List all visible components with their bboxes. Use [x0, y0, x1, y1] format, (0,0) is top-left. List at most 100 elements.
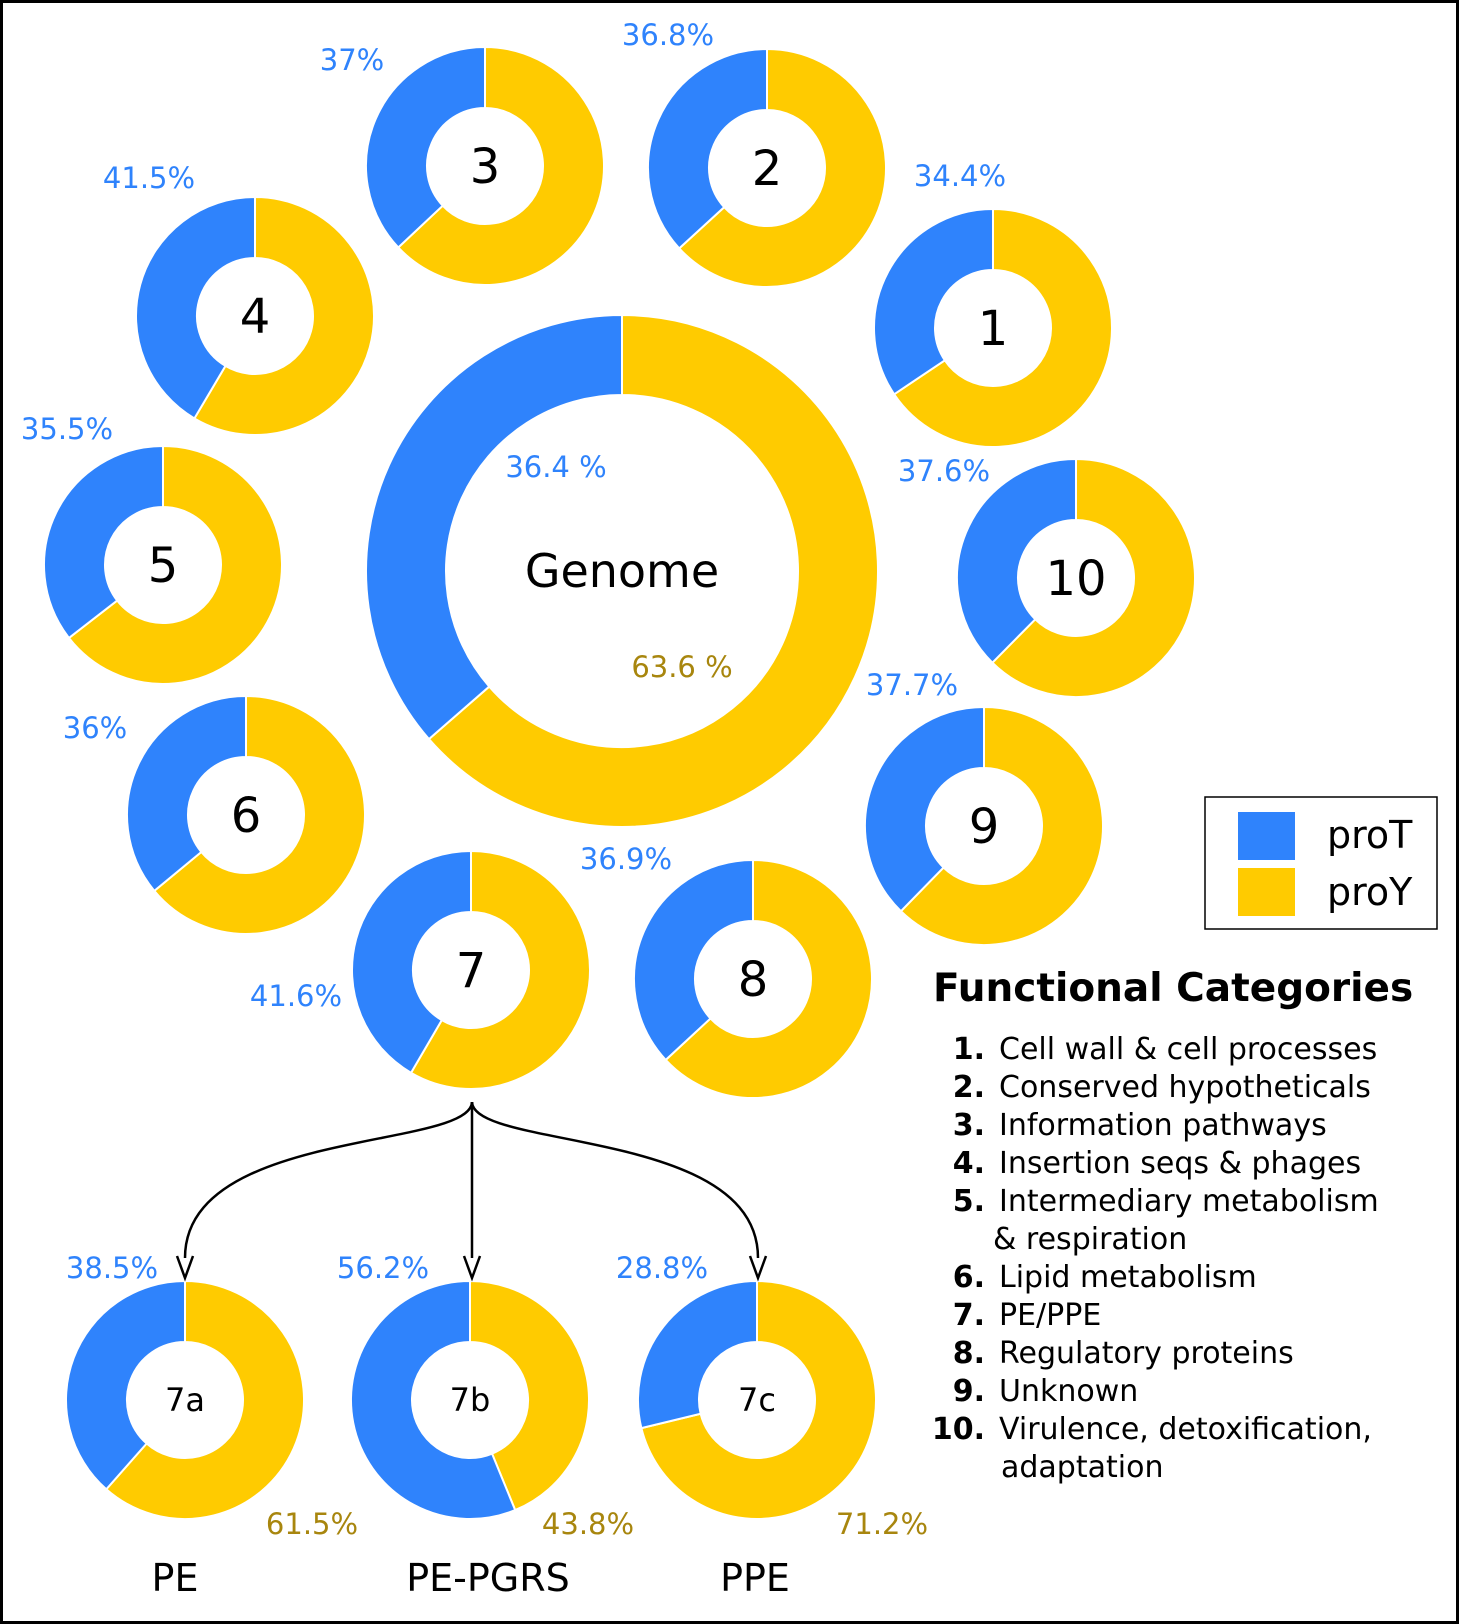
donut-5: 5 35.5%	[21, 412, 283, 685]
category-number-9: 9.	[953, 1374, 985, 1409]
slice-proT-7a	[65, 1279, 186, 1491]
slice-proT-6	[126, 694, 247, 893]
category-label-3: Information pathways	[999, 1108, 1327, 1143]
category-label-6: Lipid metabolism	[999, 1260, 1257, 1295]
slice-proT-1	[873, 207, 994, 396]
category-label-7: PE/PPE	[999, 1298, 1101, 1333]
donut-7c: 7c 28.8% 71.2% PPE	[616, 1251, 928, 1600]
label-proT-genome: 36.4 %	[505, 450, 606, 484]
donut-7a: 7a 38.5% 61.5% PE	[65, 1251, 358, 1600]
donut-2: 2 36.8%	[622, 18, 887, 288]
label-proT-6: 36%	[63, 711, 127, 745]
slice-proY-7b	[469, 1279, 590, 1512]
donut-genome: Genome 36.4 % 63.6 %	[365, 313, 879, 828]
center-label-1: 1	[978, 301, 1009, 357]
slice-proY-9	[899, 705, 1104, 946]
label-proT-7a: 38.5%	[66, 1251, 158, 1285]
slice-proT-2	[647, 47, 768, 250]
category-number-7: 7.	[953, 1298, 985, 1333]
donut-7b: 7b 56.2% 43.8% PE-PGRS	[337, 1251, 634, 1600]
center-label-7b: 7b	[450, 1381, 491, 1419]
category-label-2: Conserved hypotheticals	[999, 1070, 1371, 1105]
category-number-10: 10.	[932, 1412, 985, 1447]
slice-proY-8	[664, 858, 873, 1099]
slice-proY-6	[152, 694, 366, 935]
label-proT-1: 34.4%	[914, 159, 1006, 193]
label-proT-7b: 56.2%	[337, 1251, 429, 1285]
legend-swatch-proT	[1238, 812, 1295, 860]
donut-3: 3 37%	[320, 43, 605, 286]
label-proT-7c: 28.8%	[616, 1251, 708, 1285]
center-label-10: 10	[1045, 551, 1106, 607]
arrowhead-7a	[175, 1255, 195, 1282]
slice-proY-10	[990, 457, 1196, 698]
arrowhead-7b	[462, 1255, 482, 1282]
slice-proY-5	[67, 444, 283, 685]
subcategory-name-7c: PPE	[720, 1556, 790, 1600]
category-label-8: Regulatory proteins	[999, 1336, 1294, 1371]
label-proY-7b: 43.8%	[542, 1507, 634, 1541]
arrow-to-7c	[470, 1101, 760, 1259]
center-label-9: 9	[969, 799, 1000, 855]
arrow-to-7a	[183, 1101, 474, 1259]
slice-proY-1	[892, 207, 1113, 448]
label-proT-3: 37%	[320, 43, 384, 77]
center-label-7c: 7c	[738, 1381, 776, 1419]
legend-label-proY: proY	[1327, 870, 1413, 914]
center-label-4: 4	[240, 289, 271, 345]
label-proY-7c: 71.2%	[836, 1507, 928, 1541]
category-number-8: 8.	[953, 1336, 985, 1371]
slice-proT-7	[350, 849, 472, 1075]
label-proT-7: 41.6%	[250, 979, 342, 1013]
slice-proT-5	[43, 444, 164, 640]
category-label-9: Unknown	[999, 1374, 1138, 1409]
center-label-3: 3	[470, 139, 501, 195]
label-proT-10: 37.6%	[898, 454, 990, 488]
donut-4: 4 41.5%	[103, 161, 375, 436]
donut-8: 8 36.9%	[580, 842, 873, 1099]
donut-charts: Genome 36.4 % 63.6 % 1 34.4% 2 36.8% 3 37% 4 41.5%…	[21, 18, 1196, 1600]
functional-categories-title: Functional Categories	[933, 966, 1413, 1011]
slice-proY-genome	[427, 313, 879, 828]
label-proT-8: 36.9%	[580, 842, 672, 876]
category-label-10: Virulence, detoxification,	[999, 1412, 1372, 1447]
category-label-5-line-2: & respiration	[993, 1222, 1187, 1257]
category-number-3: 3.	[953, 1108, 985, 1143]
center-label-7a: 7a	[165, 1381, 205, 1419]
slice-proT-3	[365, 45, 486, 249]
category-label-1: Cell wall & cell processes	[999, 1032, 1377, 1067]
slice-proT-genome	[365, 313, 623, 741]
category-label-4: Insertion seqs & phages	[999, 1146, 1361, 1181]
subcategory-arrows	[175, 1101, 768, 1282]
label-proT-4: 41.5%	[103, 161, 195, 195]
donut-1: 1 34.4%	[873, 159, 1113, 448]
slice-proT-4	[135, 195, 256, 420]
slice-proY-7	[409, 849, 591, 1090]
center-label-2: 2	[752, 141, 783, 197]
center-label-6: 6	[231, 788, 262, 844]
category-number-6: 6.	[953, 1260, 985, 1295]
center-label-7: 7	[456, 943, 487, 999]
slice-proT-10	[956, 457, 1077, 665]
arrowhead-7c	[748, 1255, 768, 1282]
legend-swatch-proY	[1238, 868, 1295, 916]
category-number-5: 5.	[953, 1184, 985, 1219]
slice-proY-4	[193, 195, 375, 436]
functional-categories: Functional Categories 1. Cell wall & cell…	[932, 966, 1413, 1485]
label-proT-9: 37.7%	[866, 668, 958, 702]
label-proY-7a: 61.5%	[266, 1507, 358, 1541]
label-proY-genome: 63.6 %	[631, 650, 732, 684]
subcategory-name-7a: PE	[152, 1556, 199, 1600]
center-label-genome: Genome	[525, 544, 719, 598]
label-proT-2: 36.8%	[622, 18, 714, 52]
subcategory-name-7b: PE-PGRS	[406, 1556, 570, 1600]
slice-proT-7c	[637, 1279, 758, 1430]
slice-proY-7c	[640, 1279, 877, 1520]
category-number-2: 2.	[953, 1070, 985, 1105]
slice-proY-2	[677, 47, 887, 288]
center-label-8: 8	[738, 952, 769, 1008]
donut-7: 7 41.6%	[250, 849, 591, 1090]
slice-proY-7a	[104, 1279, 305, 1520]
legend-label-proT: proT	[1327, 813, 1413, 857]
